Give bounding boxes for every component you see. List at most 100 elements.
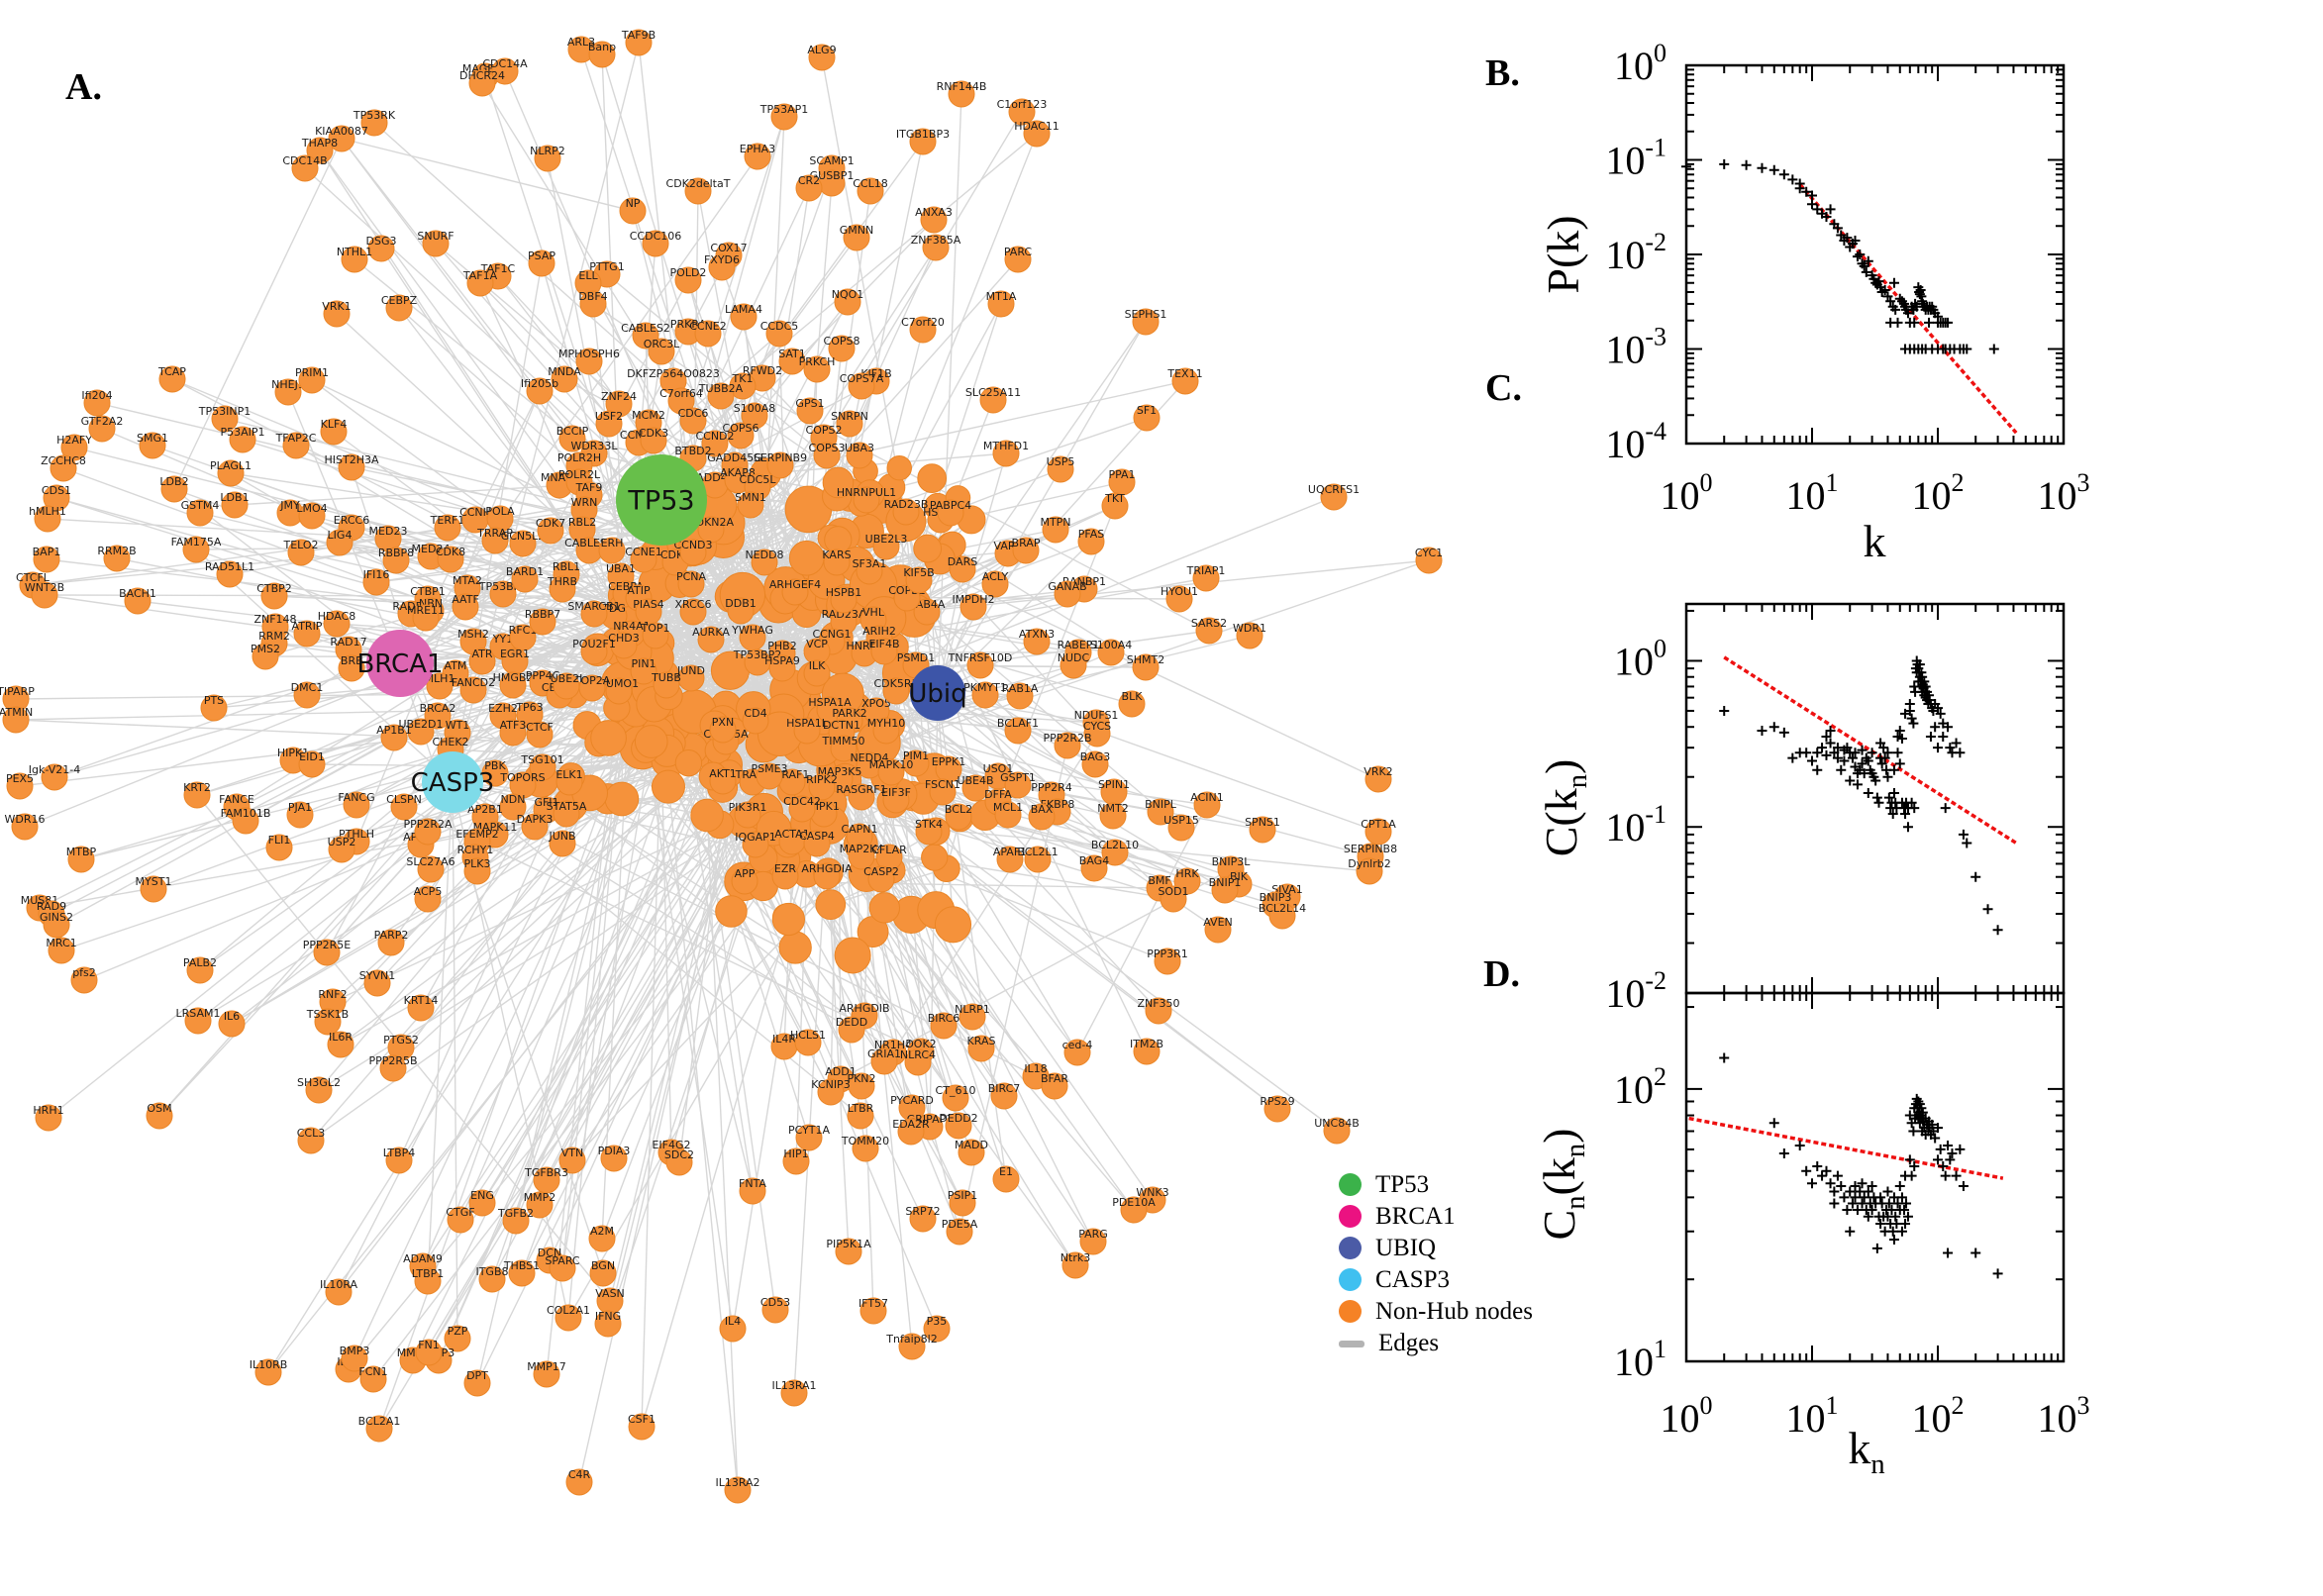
network-node-label: RBBP7 [525, 608, 560, 621]
network-node-label: pfs2 [72, 966, 96, 979]
network-node-label: PTS [204, 694, 224, 707]
network-node: TSSK1B [306, 1008, 349, 1036]
data-points [1681, 158, 1999, 354]
network-node-label: AP2B1 [467, 803, 503, 816]
network-node-label: GADD45G [707, 451, 762, 464]
network-node-label: THAP8 [301, 137, 338, 150]
network-node-label: KLF4 [321, 418, 348, 431]
network-node-label: NHEJ1 [271, 378, 305, 391]
network-node: CLSPN [386, 793, 422, 821]
network-node: USP2 [328, 836, 355, 863]
network-node: LRSAM1 [176, 1007, 220, 1035]
network-node-label: TP53INP1 [198, 405, 251, 418]
network-node-label: USF2 [595, 410, 623, 423]
network-node: PLK3 [463, 857, 491, 885]
network-node-label: IL10RB [250, 1358, 288, 1371]
network-node-label: COPS7A [840, 372, 884, 385]
legend-item-label: TP53 [1375, 1170, 1430, 1198]
network-node: GINS2 [40, 911, 73, 939]
network-node-label: ATF3 [500, 719, 527, 732]
network-node: EID1 [298, 750, 326, 778]
network-node: CCNH [459, 506, 491, 534]
axis-tick-label: 100 [1661, 468, 1713, 518]
network-node-label: C1orf123 [997, 98, 1048, 111]
network-node-label: WNT2B [25, 581, 64, 594]
network-node: MED23 [369, 525, 407, 552]
network-node: CDK3 [639, 427, 668, 454]
network-node-label: GPS1 [795, 397, 824, 410]
network-node-label: BRCA2 [420, 702, 456, 715]
network-node-label: RAD9 [37, 900, 66, 913]
network-node: LDB1 [220, 491, 250, 519]
network-node: AURKA [692, 626, 730, 653]
axis-tick-label: 103 [2038, 1391, 2090, 1441]
network-node-label: MRC1 [46, 937, 76, 949]
data-points [1719, 1052, 2003, 1279]
nonhub-swatch-icon [1339, 1299, 1362, 1323]
network-node-label: AP1B1 [376, 724, 412, 737]
network-node: ZNF385A [911, 234, 961, 261]
network-node: BAP1 [33, 546, 60, 573]
network-node-label: DHCR24 [459, 69, 505, 82]
network-node-label: WT1 [446, 719, 470, 732]
network-node: RAD51L1 [205, 560, 254, 588]
network-node-label: TAF1C [480, 262, 516, 275]
network-node-label: LMO4 [296, 502, 327, 515]
network-node: GUSBP1 [810, 169, 854, 197]
network-node-label: CCL3 [297, 1127, 326, 1140]
network-node-label: HIST2H3A [324, 453, 378, 466]
network-node-label: PPP2R2A [403, 818, 453, 831]
network-node-label: CCNE1 [625, 546, 662, 558]
network-node-label: ACP5 [414, 885, 443, 898]
network-node-label: FANCG [338, 791, 374, 804]
network-node: PPP2R5B [368, 1054, 418, 1082]
network-node: DHCR24 [459, 69, 505, 97]
network-node-label: TP63 [515, 701, 543, 714]
network-node-label: IL6R [329, 1031, 353, 1044]
network-node-label: SMARCB1 [567, 600, 620, 613]
network-node: ATMIN [0, 706, 33, 734]
network-node-label: KRT2 [183, 781, 211, 794]
network-node: Igk-V21-4 [29, 763, 80, 791]
network-node-label: EZH2 [488, 702, 518, 715]
network-node: Ifi205b [521, 377, 558, 405]
legend-item-brca1: BRCA1 [1339, 1200, 1566, 1232]
network-node: IL10RB [250, 1358, 288, 1386]
network-node: VRK1 [322, 300, 352, 328]
legend-item-label: BRCA1 [1375, 1202, 1456, 1230]
network-node: WDR16 [5, 813, 46, 841]
axis-tick-label: 100 [1614, 39, 1666, 88]
network-node-label: COPS3 [809, 442, 846, 454]
network-node: CCND2 [695, 430, 735, 457]
network-node: CDC6 [678, 407, 708, 435]
network-node-label: MNDA [548, 365, 581, 378]
plot-ticks [1685, 993, 2065, 1362]
network-node-label: SNURF [417, 230, 454, 243]
network-node-label: ZNF148 [253, 613, 296, 626]
network-node: BARD1 [506, 565, 544, 593]
network-node: XRCC6 [675, 598, 712, 626]
network-node: WNT2B [25, 581, 64, 609]
network-node: PARP2 [374, 929, 408, 956]
network-node-label: JMY [279, 499, 300, 512]
network-node: TP53AP1 [759, 103, 808, 131]
network-node: AP1B1 [376, 724, 412, 751]
network-node-label: EGR1 [500, 648, 530, 660]
network-node-label: UBE2L3 [865, 533, 908, 546]
network-node-label: CCNE2 [689, 320, 727, 333]
network-node: TOP1 [640, 622, 670, 649]
network-node: ERH [598, 537, 626, 564]
network-node-label: CEBPZ [381, 294, 418, 307]
network-node: SERPINB9 [754, 451, 807, 479]
network-node-label: LAMA4 [725, 303, 762, 316]
axis-tick-label: 10-1 [1605, 134, 1666, 183]
network-node: LAMA4 [725, 303, 762, 331]
network-node: CDK7 [536, 517, 565, 545]
network-node: PPP2R2A [403, 818, 453, 846]
network-node: KRT14 [404, 994, 438, 1022]
network-node: GTF2A2 [81, 415, 123, 443]
network-node: CCDC5 [760, 320, 798, 348]
network-node: OSM [146, 1102, 173, 1130]
network-node: TP53INP1 [198, 405, 251, 433]
network-node-label: TK1 [732, 372, 754, 385]
